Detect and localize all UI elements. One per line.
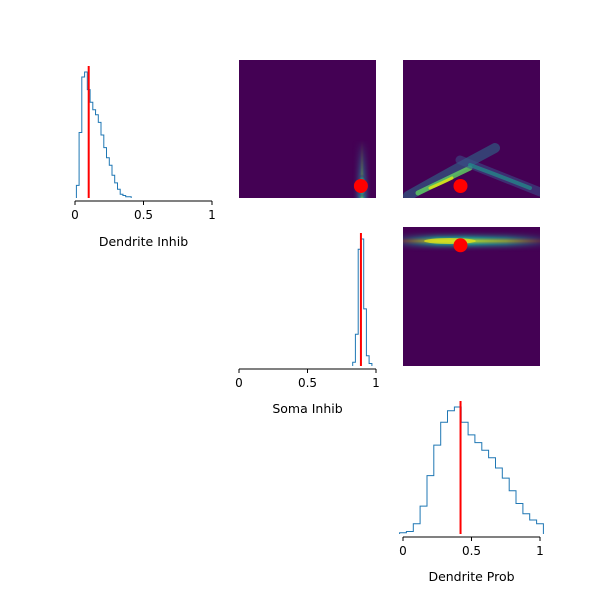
tick-label: 0 <box>235 376 243 390</box>
hist-dendrite-prob-series <box>399 406 544 534</box>
tick-label: 1 <box>208 208 216 222</box>
heatmap-density-ridge <box>428 176 454 190</box>
tick-label: 1 <box>372 376 380 390</box>
heatmap-prob-vs-dendrite-inhib <box>403 60 540 198</box>
true-value-marker <box>453 238 468 253</box>
x-axis-title: Dendrite Inhib <box>99 234 188 249</box>
hist-soma-inhib-series <box>352 238 373 366</box>
hist-dendrite-inhib-series <box>75 71 132 198</box>
hist-dendrite-prob: 0 0.5 1 Dendrite Prob <box>399 401 544 584</box>
x-axis-title: Dendrite Prob <box>428 569 514 584</box>
tick-label: 0.5 <box>134 208 153 222</box>
x-axis-title: Soma Inhib <box>272 401 342 416</box>
tick-label: 1 <box>536 544 544 558</box>
tick-label: 0 <box>399 544 407 558</box>
tick-label: 0 <box>71 208 79 222</box>
heatmap-prob-vs-soma-inhib <box>403 227 540 366</box>
heatmap-density-peak <box>424 238 476 244</box>
tick-label: 0.5 <box>298 376 317 390</box>
heatmap-density-ridge <box>468 163 532 190</box>
true-value-marker <box>453 179 468 193</box>
hist-dendrite-inhib: 0 0.5 1 Dendrite Inhib <box>71 66 216 249</box>
heatmap-soma-vs-dendrite-inhib <box>239 60 376 198</box>
tick-label: 0.5 <box>462 544 481 558</box>
heatmap-background <box>403 60 540 198</box>
true-value-marker <box>353 179 368 193</box>
hist-soma-inhib: 0 0.5 1 Soma Inhib <box>235 233 380 416</box>
